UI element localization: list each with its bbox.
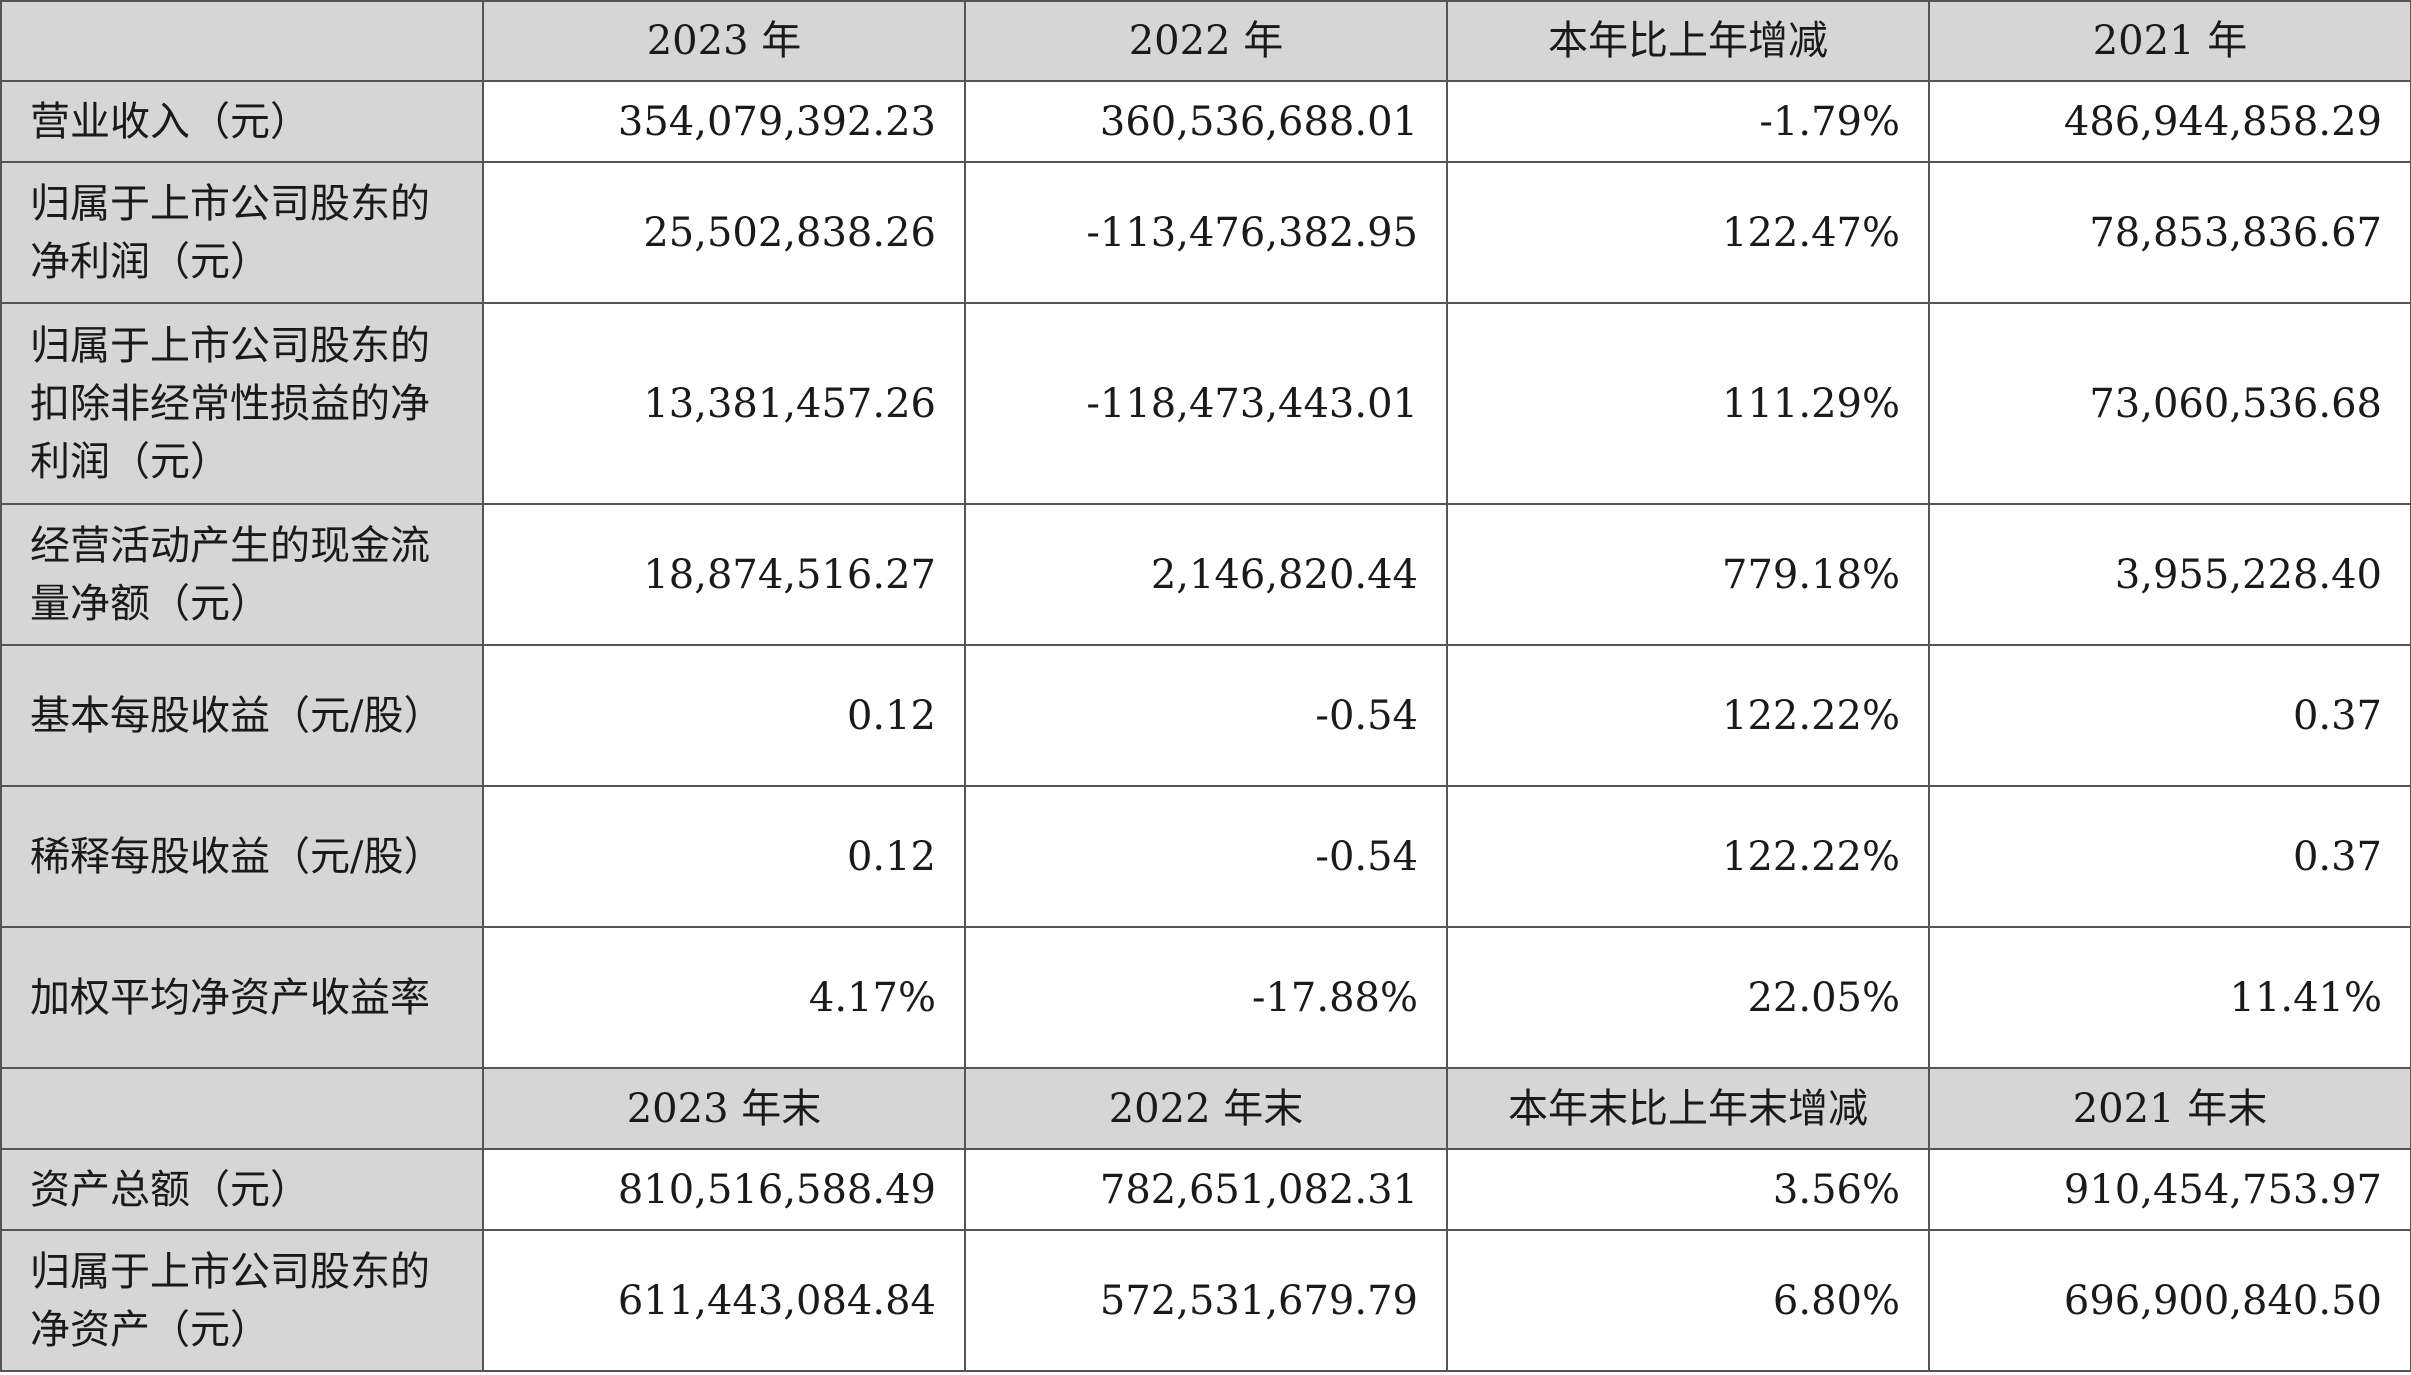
row-label: 归属于上市公司股东的净利润（元） bbox=[0, 161, 484, 304]
value-cell: 25,502,838.26 bbox=[482, 161, 966, 304]
value-cell: 0.12 bbox=[482, 785, 966, 928]
value-cell: 810,516,588.49 bbox=[482, 1148, 966, 1231]
value-cell: 18,874,516.27 bbox=[482, 503, 966, 646]
row-label: 经营活动产生的现金流量净额（元） bbox=[0, 503, 484, 646]
row-label: 归属于上市公司股东的净资产（元） bbox=[0, 1229, 484, 1372]
value-cell: 13,381,457.26 bbox=[482, 302, 966, 505]
value-cell: 611,443,084.84 bbox=[482, 1229, 966, 1372]
header-cell-2023-end: 2023 年末 bbox=[482, 1067, 966, 1150]
value-cell: 0.37 bbox=[1928, 644, 2411, 787]
header-cell-2021-end: 2021 年末 bbox=[1928, 1067, 2411, 1150]
value-cell: 354,079,392.23 bbox=[482, 80, 966, 163]
row-label: 稀释每股收益（元/股） bbox=[0, 785, 484, 928]
row-label: 加权平均净资产收益率 bbox=[0, 926, 484, 1069]
value-cell: -0.54 bbox=[964, 785, 1448, 928]
value-cell: -118,473,443.01 bbox=[964, 302, 1448, 505]
header-cell-change-end: 本年末比上年末增减 bbox=[1446, 1067, 1930, 1150]
value-cell: 122.22% bbox=[1446, 644, 1930, 787]
table-row: 加权平均净资产收益率 4.17% -17.88% 22.05% 11.41% bbox=[0, 926, 2411, 1069]
header-cell-2022: 2022 年 bbox=[964, 0, 1448, 82]
value-cell: 572,531,679.79 bbox=[964, 1229, 1448, 1372]
header-row-annual: 2023 年 2022 年 本年比上年增减 2021 年 bbox=[0, 0, 2411, 82]
table-row: 稀释每股收益（元/股） 0.12 -0.54 122.22% 0.37 bbox=[0, 785, 2411, 928]
header-cell-2023: 2023 年 bbox=[482, 0, 966, 82]
value-cell: 910,454,753.97 bbox=[1928, 1148, 2411, 1231]
value-cell: 6.80% bbox=[1446, 1229, 1930, 1372]
header-cell-2022-end: 2022 年末 bbox=[964, 1067, 1448, 1150]
value-cell: 122.22% bbox=[1446, 785, 1930, 928]
value-cell: 2,146,820.44 bbox=[964, 503, 1448, 646]
table-row: 经营活动产生的现金流量净额（元） 18,874,516.27 2,146,820… bbox=[0, 503, 2411, 646]
value-cell: -17.88% bbox=[964, 926, 1448, 1069]
table-row: 基本每股收益（元/股） 0.12 -0.54 122.22% 0.37 bbox=[0, 644, 2411, 787]
table-row: 营业收入（元） 354,079,392.23 360,536,688.01 -1… bbox=[0, 80, 2411, 163]
value-cell: 122.47% bbox=[1446, 161, 1930, 304]
value-cell: 360,536,688.01 bbox=[964, 80, 1448, 163]
value-cell: 3.56% bbox=[1446, 1148, 1930, 1231]
header-cell-blank bbox=[0, 1067, 484, 1150]
table-row: 归属于上市公司股东的扣除非经常性损益的净利润（元） 13,381,457.26 … bbox=[0, 302, 2411, 505]
value-cell: 0.37 bbox=[1928, 785, 2411, 928]
value-cell: 4.17% bbox=[482, 926, 966, 1069]
value-cell: -1.79% bbox=[1446, 80, 1930, 163]
value-cell: 779.18% bbox=[1446, 503, 1930, 646]
table-row: 资产总额（元） 810,516,588.49 782,651,082.31 3.… bbox=[0, 1148, 2411, 1231]
row-label: 基本每股收益（元/股） bbox=[0, 644, 484, 787]
row-label: 营业收入（元） bbox=[0, 80, 484, 163]
value-cell: 782,651,082.31 bbox=[964, 1148, 1448, 1231]
value-cell: 22.05% bbox=[1446, 926, 1930, 1069]
value-cell: 0.12 bbox=[482, 644, 966, 787]
header-cell-change: 本年比上年增减 bbox=[1446, 0, 1930, 82]
value-cell: 73,060,536.68 bbox=[1928, 302, 2411, 505]
value-cell: 78,853,836.67 bbox=[1928, 161, 2411, 304]
table-row: 归属于上市公司股东的净利润（元） 25,502,838.26 -113,476,… bbox=[0, 161, 2411, 304]
value-cell: 111.29% bbox=[1446, 302, 1930, 505]
header-cell-blank bbox=[0, 0, 484, 82]
header-row-year-end: 2023 年末 2022 年末 本年末比上年末增减 2021 年末 bbox=[0, 1067, 2411, 1150]
value-cell: 3,955,228.40 bbox=[1928, 503, 2411, 646]
header-cell-2021: 2021 年 bbox=[1928, 0, 2411, 82]
value-cell: -0.54 bbox=[964, 644, 1448, 787]
value-cell: 696,900,840.50 bbox=[1928, 1229, 2411, 1372]
value-cell: 486,944,858.29 bbox=[1928, 80, 2411, 163]
row-label: 归属于上市公司股东的扣除非经常性损益的净利润（元） bbox=[0, 302, 484, 505]
value-cell: -113,476,382.95 bbox=[964, 161, 1448, 304]
table-row: 归属于上市公司股东的净资产（元） 611,443,084.84 572,531,… bbox=[0, 1229, 2411, 1372]
row-label: 资产总额（元） bbox=[0, 1148, 484, 1231]
value-cell: 11.41% bbox=[1928, 926, 2411, 1069]
